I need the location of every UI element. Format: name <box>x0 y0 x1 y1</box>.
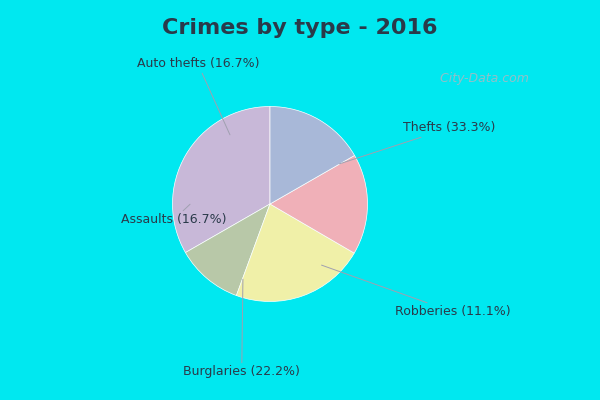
Text: Thefts (33.3%): Thefts (33.3%) <box>339 122 496 164</box>
Wedge shape <box>270 106 355 204</box>
Wedge shape <box>185 204 270 296</box>
Wedge shape <box>270 156 367 253</box>
Text: Auto thefts (16.7%): Auto thefts (16.7%) <box>137 58 259 135</box>
Text: Robberies (11.1%): Robberies (11.1%) <box>322 265 511 318</box>
Text: Burglaries (22.2%): Burglaries (22.2%) <box>183 279 300 378</box>
Text: Assaults (16.7%): Assaults (16.7%) <box>121 204 226 226</box>
Wedge shape <box>173 106 270 252</box>
Text: City-Data.com: City-Data.com <box>432 72 529 85</box>
Wedge shape <box>236 204 354 302</box>
Text: Crimes by type - 2016: Crimes by type - 2016 <box>162 18 438 38</box>
